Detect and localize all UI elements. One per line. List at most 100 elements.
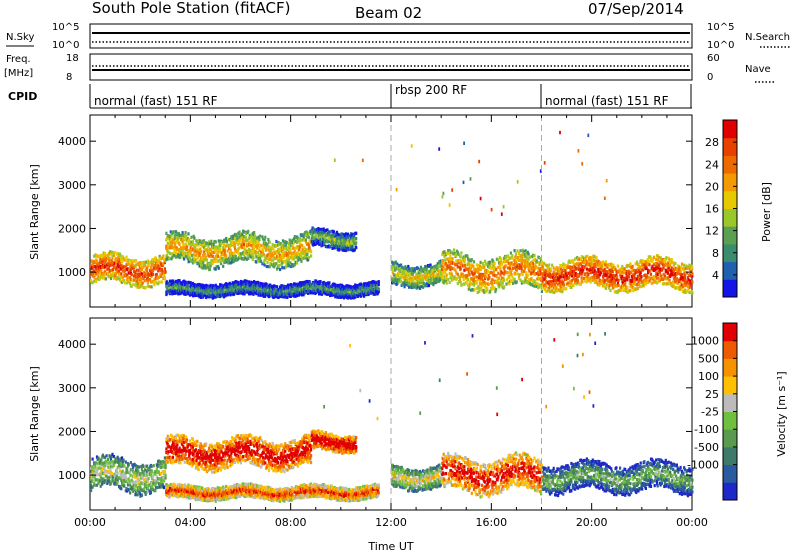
range-cell xyxy=(287,258,290,263)
range-cell xyxy=(278,242,281,247)
range-cell xyxy=(469,266,473,270)
range-cell xyxy=(160,268,163,272)
range-cell xyxy=(420,284,423,289)
range-cell xyxy=(188,291,192,295)
range-cell xyxy=(127,258,130,262)
range-cell xyxy=(149,269,152,273)
range-cell xyxy=(592,254,595,258)
range-cell xyxy=(597,260,600,264)
range-cell xyxy=(604,262,607,267)
range-cell xyxy=(557,276,560,280)
range-cell xyxy=(399,279,403,283)
range-cell xyxy=(329,291,332,295)
range-cell xyxy=(552,273,555,277)
range-cell xyxy=(540,260,543,264)
range-cell xyxy=(517,258,521,262)
range-cell xyxy=(266,242,269,246)
range-cell xyxy=(103,481,106,485)
range-cell xyxy=(101,468,104,472)
range-cell xyxy=(517,255,520,259)
range-cell xyxy=(630,270,633,274)
range-cell xyxy=(262,285,265,289)
range-cell xyxy=(564,275,567,279)
range-cell xyxy=(190,240,193,244)
range-cell xyxy=(612,263,615,267)
range-cell xyxy=(208,262,211,266)
range-cell xyxy=(357,294,360,298)
range-cell xyxy=(624,278,627,282)
range-cell xyxy=(314,228,317,232)
range-cell xyxy=(181,290,184,294)
range-cell xyxy=(231,258,234,262)
colorbar-segment xyxy=(723,243,737,263)
range-cell xyxy=(250,238,254,242)
range-cell xyxy=(231,236,234,240)
range-cell xyxy=(534,282,538,286)
range-cell xyxy=(571,274,574,278)
range-cell xyxy=(154,280,158,284)
range-cell xyxy=(291,257,294,261)
range-cell xyxy=(631,264,634,268)
range-cell xyxy=(274,251,277,255)
range-cell xyxy=(440,264,443,268)
range-cell xyxy=(469,288,473,292)
range-cell xyxy=(225,244,228,248)
range-cell xyxy=(509,251,512,255)
range-cell xyxy=(443,250,446,254)
range-cell xyxy=(242,235,245,239)
range-cell xyxy=(592,275,595,279)
range-cell xyxy=(450,250,453,254)
range-cell xyxy=(568,260,571,264)
range-cell xyxy=(192,287,195,291)
range-cell xyxy=(165,244,168,248)
range-cell xyxy=(593,262,597,266)
range-cell xyxy=(652,280,656,284)
range-cell xyxy=(459,267,462,271)
range-cell xyxy=(222,293,225,297)
range-cell xyxy=(268,265,271,269)
range-cell xyxy=(328,232,331,236)
range-cell xyxy=(553,276,556,280)
range-cell xyxy=(538,263,541,267)
nsky-panel: N.Sky 10^5 10^0 10^5 10^0 N.Search xyxy=(6,22,790,51)
range-cell xyxy=(328,230,331,234)
range-cell xyxy=(419,286,422,290)
range-cell xyxy=(242,230,245,234)
range-cell xyxy=(472,266,476,271)
range-cell xyxy=(104,259,107,263)
range-cell xyxy=(411,273,414,277)
range-cell xyxy=(178,236,181,240)
range-cell xyxy=(121,260,124,264)
range-cell xyxy=(442,266,445,270)
range-cell xyxy=(576,278,580,283)
range-cell xyxy=(500,257,503,261)
range-cell xyxy=(121,265,124,270)
range-cell xyxy=(447,251,450,255)
range-cell xyxy=(99,475,102,479)
range-cell xyxy=(453,261,456,266)
range-cell xyxy=(245,236,248,240)
range-cell xyxy=(127,262,130,266)
range-cell xyxy=(406,275,409,279)
range-cell xyxy=(95,461,98,465)
range-cell xyxy=(679,272,682,276)
range-cell xyxy=(660,274,663,278)
range-cell xyxy=(298,247,301,252)
range-cell xyxy=(399,275,403,280)
range-cell xyxy=(672,260,675,265)
range-cell xyxy=(610,262,613,266)
range-cell xyxy=(508,282,511,286)
range-cell xyxy=(262,245,265,249)
range-cell xyxy=(560,279,563,283)
range-cell xyxy=(648,279,651,283)
range-cell xyxy=(326,287,329,291)
range-cell xyxy=(342,246,345,250)
range-cell xyxy=(338,236,341,241)
range-cell xyxy=(174,237,177,241)
range-cell xyxy=(92,262,95,266)
range-cell xyxy=(658,262,661,266)
power-scatter xyxy=(90,130,694,300)
freq-tick-bottom: 8 xyxy=(66,72,72,83)
range-cell xyxy=(398,278,401,282)
isolated-echo xyxy=(463,141,465,145)
